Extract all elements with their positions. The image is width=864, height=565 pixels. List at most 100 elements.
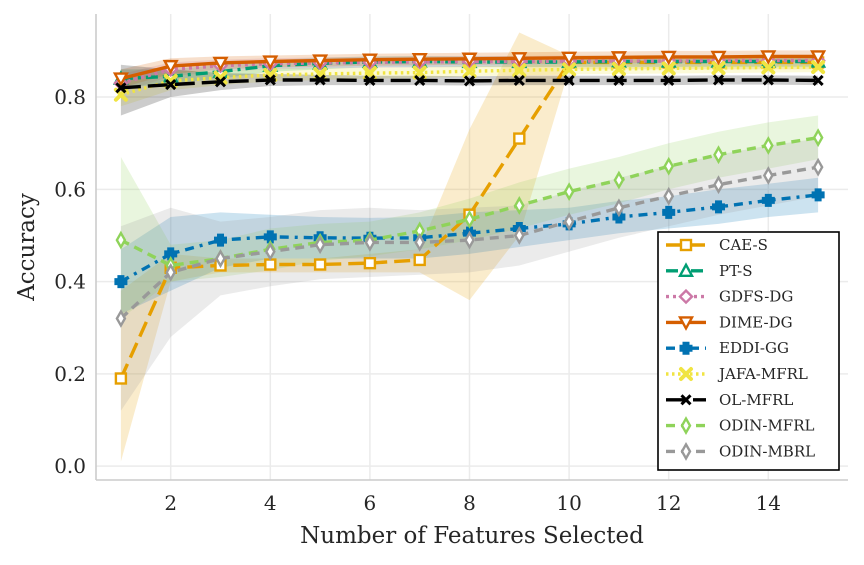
point-dime-dg: [660, 50, 677, 66]
point-ol-mfrl: [214, 76, 227, 88]
x-tick-label: 10: [556, 491, 581, 515]
point-dime-dg: [212, 56, 229, 72]
x-tick-label: 8: [463, 491, 476, 515]
legend-item-odin-mbrl: ODIN-MBRL: [666, 441, 815, 461]
point-cae-s: [313, 258, 327, 271]
point-cae-s: [513, 132, 526, 145]
point-jafa-mfrl: [761, 60, 776, 75]
legend-item-dime-dg: DIME-DG: [666, 313, 793, 331]
point-odin-mbrl: [613, 198, 625, 218]
point-ol-mfrl: [613, 74, 625, 87]
x-tick-label: 6: [364, 491, 377, 515]
point-ol-mfrl: [264, 74, 276, 86]
line-ol-mfrl: [120, 78, 819, 90]
line-jafa-mfrl: [120, 65, 819, 97]
point-cae-s: [363, 256, 377, 270]
point-odin-mfrl: [115, 230, 127, 250]
point-eddi-gg: [761, 193, 775, 207]
x-axis-label: Number of Features Selected: [300, 523, 644, 549]
legend-marker: [679, 341, 693, 355]
legend: CAE-S PT-S GDFS-DG DIME-DG EDDI-GG JAFA-MFRL O…: [657, 231, 840, 471]
point-eddi-gg: [662, 205, 676, 219]
point-dime-dg: [112, 72, 129, 88]
point-odin-mbrl: [115, 309, 127, 328]
point-odin-mfrl: [513, 196, 525, 215]
point-jafa-mfrl: [512, 63, 527, 78]
legend-label: ODIN-MBRL: [719, 442, 815, 460]
point-dime-dg: [411, 53, 428, 68]
series-dime-dg: [112, 50, 827, 88]
point-odin-mbrl: [762, 166, 774, 185]
legend-marker: [679, 367, 693, 381]
point-jafa-mfrl: [811, 60, 826, 75]
point-dime-dg: [710, 50, 727, 66]
point-dime-dg: [361, 53, 378, 69]
legend-marker: [677, 262, 695, 277]
line-odin-mbrl: [119, 165, 819, 320]
point-dime-dg: [312, 54, 329, 70]
point-ol-mfrl: [513, 74, 525, 87]
point-ol-mfrl: [762, 74, 774, 86]
point-odin-mbrl: [364, 232, 376, 252]
point-dime-dg: [810, 50, 827, 65]
tick-labels: 2 4 6 8 10 12 14 0.0 0.2 0.4 0.6 0.8: [54, 85, 781, 515]
legend-label: PT-S: [719, 262, 753, 280]
point-odin-mfrl: [464, 209, 475, 229]
point-jafa-mfrl: [661, 61, 676, 76]
point-odin-mbrl: [513, 226, 525, 245]
y-tick-label: 0.6: [54, 177, 86, 201]
legend-label: EDDI-GG: [719, 339, 789, 357]
point-odin-mbrl: [314, 235, 326, 255]
point-dime-dg: [461, 52, 478, 68]
point-jafa-mfrl: [611, 61, 626, 76]
axes: [95, 14, 848, 481]
point-eddi-gg: [811, 188, 825, 202]
legend-marker: [680, 416, 692, 436]
point-dime-dg: [162, 59, 179, 75]
band-ol-mfrl: [120, 64, 819, 116]
series-lines: [112, 50, 827, 385]
point-ol-mfrl: [314, 74, 326, 86]
point-jafa-mfrl: [562, 62, 577, 77]
legend-label: DIME-DG: [719, 313, 793, 331]
point-jafa-mfrl: [711, 60, 726, 75]
legend-label: ODIN-MFRL: [719, 417, 815, 435]
point-eddi-gg: [164, 247, 178, 261]
point-odin-mbrl: [165, 262, 177, 282]
legend-item-ol-mfrl: OL-MFRL: [666, 391, 793, 409]
point-eddi-gg: [114, 275, 128, 289]
x-tick-label: 2: [164, 491, 177, 515]
y-tick-label: 0.8: [54, 85, 86, 109]
y-axis-label: Accuracy: [14, 193, 40, 302]
point-dime-dg: [561, 51, 578, 67]
point-eddi-gg: [263, 230, 277, 244]
point-odin-mfrl: [663, 156, 675, 176]
point-ol-mfrl: [364, 74, 376, 87]
legend-label: CAE-S: [719, 236, 768, 254]
point-cae-s: [114, 372, 128, 385]
x-tick-label: 4: [264, 491, 277, 515]
legend-item-cae-s: CAE-S: [666, 236, 768, 254]
x-tick-label: 12: [656, 491, 681, 515]
line-eddi-gg: [120, 193, 819, 284]
point-ol-mfrl: [712, 74, 725, 86]
y-tick-label: 0.2: [54, 362, 86, 386]
point-dime-dg: [262, 55, 279, 71]
point-cae-s: [413, 253, 426, 267]
point-dime-dg: [610, 51, 627, 66]
y-tick-label: 0.0: [54, 454, 86, 478]
point-odin-mfrl: [613, 170, 625, 190]
legend-marker: [678, 288, 694, 305]
legend-marker: [677, 316, 695, 331]
point-odin-mbrl: [713, 175, 724, 195]
point-odin-mbrl: [414, 232, 426, 252]
point-jafa-mfrl: [462, 64, 477, 79]
legend-item-pt-s: PT-S: [666, 262, 753, 280]
point-ol-mfrl: [115, 82, 127, 94]
band-odin-mbrl: [120, 138, 819, 411]
series-odin-mbrl: [115, 157, 824, 328]
legend-marker: [680, 394, 692, 406]
series-ol-mfrl: [115, 74, 824, 94]
legend-label: GDFS-DG: [719, 288, 793, 306]
